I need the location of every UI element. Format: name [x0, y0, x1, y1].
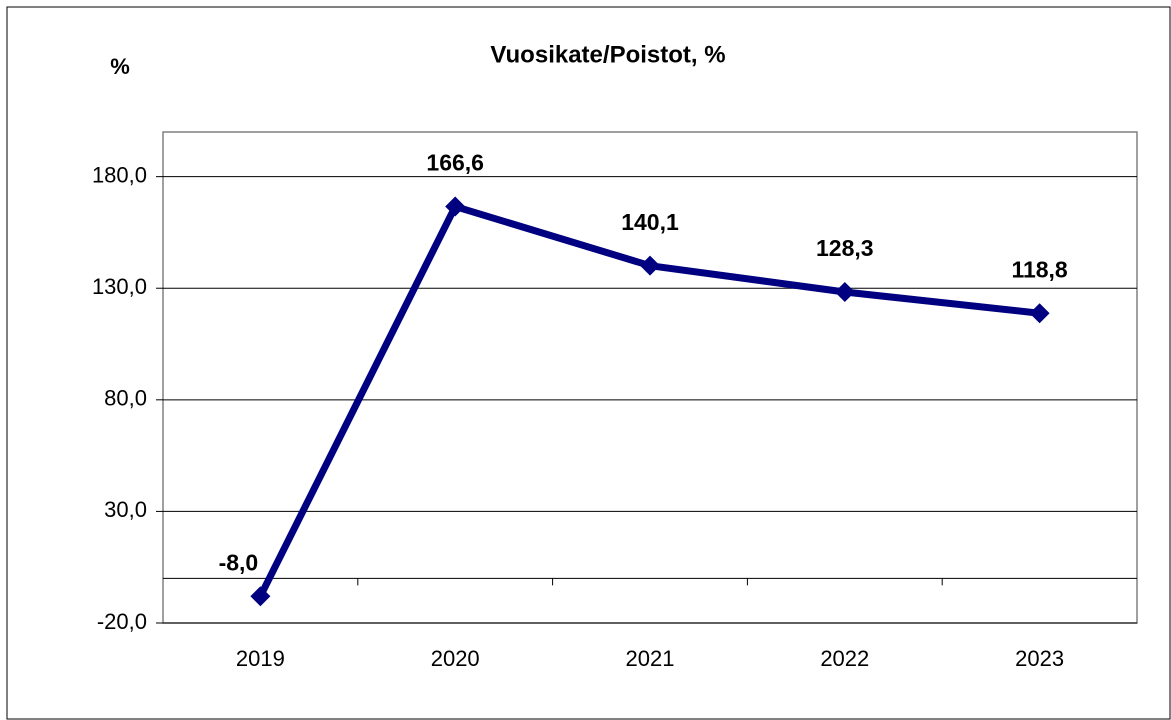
- y-axis-label: %: [110, 54, 130, 79]
- data-label: 118,8: [1011, 256, 1067, 282]
- data-marker: [1029, 303, 1050, 324]
- data-label: 128,3: [816, 235, 874, 261]
- y-tick-label: 80,0: [104, 386, 147, 411]
- data-label: 140,1: [621, 209, 679, 235]
- x-tick-label: 2022: [820, 646, 869, 671]
- y-tick-label: -20,0: [97, 609, 147, 634]
- data-marker: [250, 586, 271, 607]
- chart-title: Vuosikate/Poistot, %: [490, 41, 725, 68]
- data-marker: [445, 196, 466, 217]
- y-tick-label: 130,0: [92, 274, 147, 299]
- plot-area: [162, 131, 1138, 624]
- x-tick-label: 2023: [1015, 646, 1064, 671]
- x-tick-label: 2020: [431, 646, 480, 671]
- data-label: 166,6: [426, 150, 484, 176]
- y-tick-label: 30,0: [104, 497, 147, 522]
- x-tick-label: 2021: [626, 646, 675, 671]
- data-label: -8,0: [219, 549, 259, 575]
- data-marker: [834, 282, 855, 303]
- data-marker: [640, 255, 660, 276]
- y-tick-label: 180,0: [92, 162, 147, 187]
- x-tick-label: 2019: [236, 646, 285, 671]
